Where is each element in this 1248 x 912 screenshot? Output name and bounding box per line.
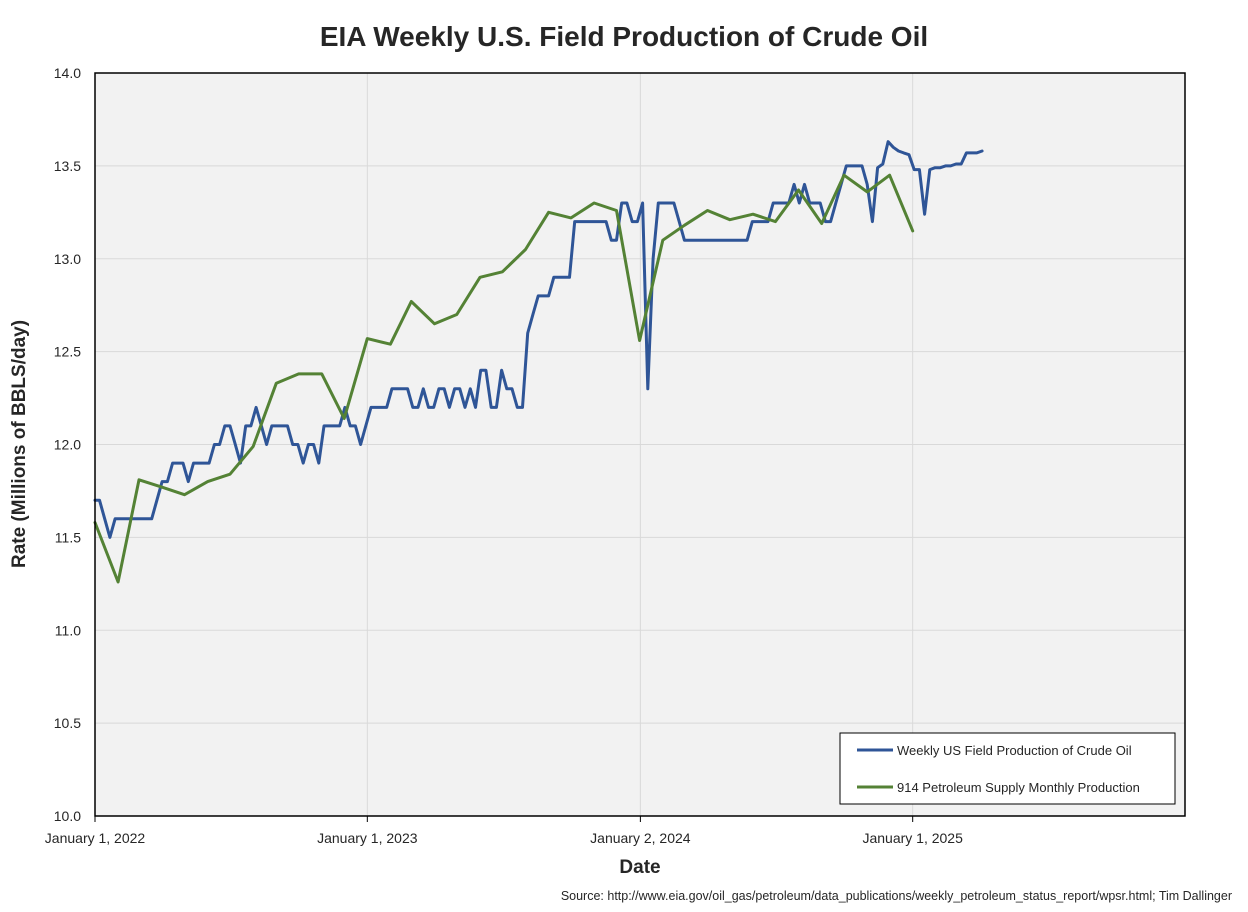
y-tick-label: 12.0 — [54, 437, 81, 453]
series-lines — [93, 140, 984, 584]
legend-label-monthly: 914 Petroleum Supply Monthly Production — [897, 780, 1140, 795]
legend-box — [839, 732, 1176, 805]
y-tick-label: 10.0 — [54, 808, 81, 824]
y-tick-label: 14.0 — [54, 65, 81, 81]
x-tick-label: January 1, 2025 — [862, 830, 963, 846]
y-tick-labels: 10.0 10.5 11.0 11.5 12.0 12.5 13.0 13.5 14.0 — [54, 65, 81, 824]
series-line-weekly — [93, 140, 984, 539]
legend: Weekly US Field Production of Crude Oil … — [839, 732, 1176, 805]
y-tick-label: 11.5 — [55, 529, 81, 545]
y-tick-label: 13.0 — [54, 251, 81, 267]
y-tick-label: 11.0 — [55, 622, 81, 638]
source-note: Source: http://www.eia.gov/oil_gas/petro… — [561, 889, 1232, 903]
y-tick-label: 13.5 — [54, 158, 81, 174]
legend-label-weekly: Weekly US Field Production of Crude Oil — [897, 743, 1132, 758]
x-axis-title: Date — [619, 857, 660, 878]
x-tick-label: January 1, 2022 — [45, 830, 146, 846]
x-tick-label: January 1, 2023 — [317, 830, 418, 846]
chart-title: EIA Weekly U.S. Field Production of Crud… — [320, 21, 928, 52]
x-tick-label: January 2, 2024 — [590, 830, 691, 846]
y-axis-title: Rate (Millions of BBLS/day) — [9, 320, 30, 568]
x-tick-labels: January 1, 2022 January 1, 2023 January 2,… — [45, 830, 963, 846]
plot-border — [94, 72, 1186, 817]
series-line-monthly — [93, 173, 915, 584]
y-tick-label: 12.5 — [54, 344, 81, 360]
y-tick-label: 10.5 — [54, 715, 81, 731]
